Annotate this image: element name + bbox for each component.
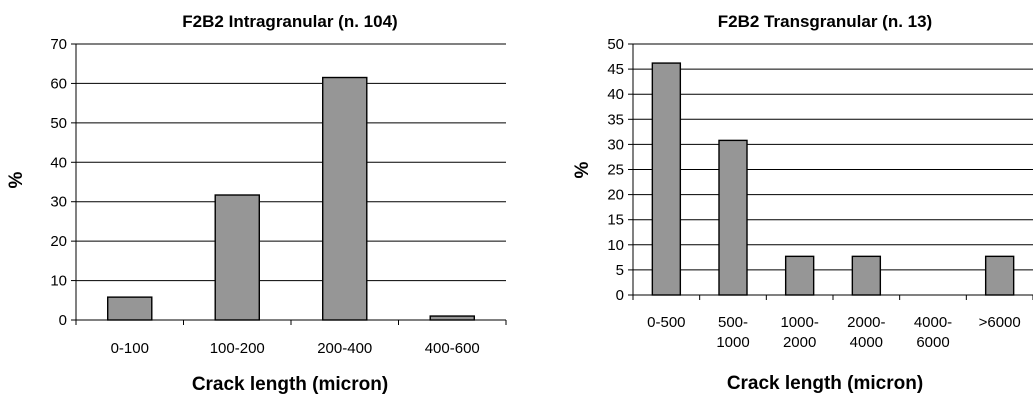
x-tick-label: >6000 [979, 314, 1021, 331]
x-tick-label: 4000 [850, 334, 883, 351]
x-axis-label: Crack length (micron) [727, 373, 923, 394]
y-tick-label: 50 [607, 36, 624, 53]
y-tick-label: 15 [607, 212, 624, 229]
x-tick-label: 2000- [847, 314, 885, 331]
y-axis-label: % [6, 171, 27, 188]
bar [214, 194, 260, 321]
y-axis-label: % [572, 161, 593, 178]
y-tick-label: 25 [607, 162, 624, 179]
bar [651, 62, 682, 296]
y-tick-label: 70 [50, 36, 67, 53]
x-tick-label: 6000 [916, 334, 949, 351]
bar [784, 255, 815, 296]
x-tick-label: 100-200 [210, 340, 265, 357]
y-tick-label: 60 [50, 75, 67, 92]
x-axis-label: Crack length (micron) [192, 374, 388, 395]
y-tick-label: 35 [607, 111, 624, 128]
y-tick-label: 40 [607, 86, 624, 103]
x-tick-label: 500- [718, 314, 748, 331]
x-tick-label: 400-600 [425, 340, 480, 357]
y-tick-label: 30 [607, 136, 624, 153]
transgranular-chart: F2B2 Transgranular (n. 13)% 0 5 10 15 20 25 30 3… [572, 12, 1033, 394]
x-tick-label: 200-400 [317, 340, 372, 357]
x-tick-label: 0-100 [111, 340, 149, 357]
y-tick-label: 20 [607, 187, 624, 204]
y-tick-label: 10 [607, 237, 624, 254]
bar [322, 76, 368, 321]
y-tick-label: 10 [50, 273, 67, 290]
x-tick-label: 0-500 [647, 314, 685, 331]
y-tick-label: 20 [50, 233, 67, 250]
y-tick-label: 0 [59, 312, 67, 329]
y-tick-label: 50 [50, 115, 67, 132]
x-tick-label: 1000 [716, 334, 749, 351]
chart-title: F2B2 Intragranular (n. 104) [182, 12, 397, 31]
chart-title: F2B2 Transgranular (n. 13) [718, 12, 932, 31]
y-tick-label: 45 [607, 61, 624, 78]
bar [984, 255, 1015, 296]
bar [851, 255, 882, 296]
bar [718, 139, 748, 296]
bar [429, 315, 475, 321]
intragranular-chart: F2B2 Intragranular (n. 104)% 0 10 20 30 40 50 6… [6, 12, 507, 395]
x-tick-label: 1000- [780, 314, 818, 331]
x-tick-label: 4000- [914, 314, 952, 331]
y-tick-label: 5 [616, 262, 624, 279]
y-tick-label: 40 [50, 154, 67, 171]
bar [107, 296, 153, 321]
x-tick-label: 2000 [783, 334, 816, 351]
y-tick-label: 0 [616, 287, 624, 304]
y-tick-label: 30 [50, 194, 67, 211]
